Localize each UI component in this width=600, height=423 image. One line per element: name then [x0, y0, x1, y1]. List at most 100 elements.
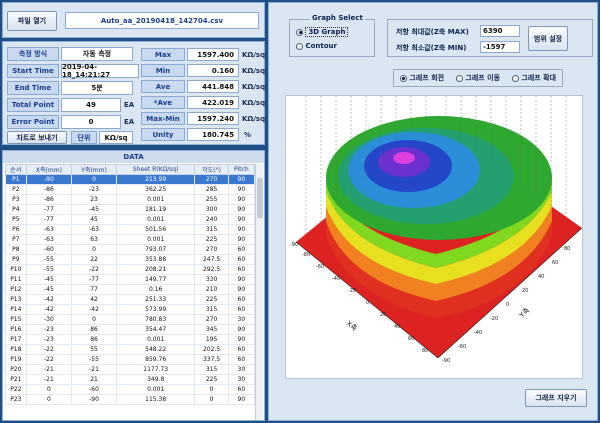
x-tick: 40 — [394, 324, 400, 330]
column-header[interactable]: 순서 — [5, 164, 27, 175]
set-range-button[interactable]: 범위 설정 — [528, 26, 568, 51]
table-cell: 90 — [227, 274, 255, 285]
mound-wall-lime — [326, 180, 552, 268]
table-cell: 23 — [71, 194, 117, 205]
table-cell: 548.22 — [115, 344, 196, 355]
x-tick: -80 — [302, 252, 310, 258]
stat-ave-label: Ave — [141, 80, 185, 93]
table-cell: 21 — [71, 374, 117, 385]
x-tick: 20 — [380, 312, 386, 318]
mode-move[interactable]: 그래프 이동 — [455, 73, 500, 83]
table-cell: 315 — [194, 304, 229, 315]
table-row[interactable]: P11 -45 -77 149.77 330 90 — [5, 274, 255, 285]
radio-contour[interactable]: Contour — [296, 42, 337, 50]
table-row[interactable]: P5 -77 45 0.001 240 90 — [5, 214, 255, 225]
graph-canvas[interactable]: X축 Y축 -90 -80 -60 -40 -20 0 20 40 60 80 … — [285, 95, 583, 379]
total-point-unit: EA — [124, 101, 135, 109]
table-scrollbar[interactable] — [255, 164, 263, 420]
table-row[interactable]: P8 -60 0 793.07 270 60 — [5, 244, 255, 255]
radio-3d-graph[interactable]: 3D Graph — [296, 27, 349, 37]
table-cell: 115.38 — [115, 394, 196, 405]
mode-rotate[interactable]: 그래프 회전 — [399, 73, 444, 83]
table-cell: 90 — [227, 184, 255, 195]
table-cell: P23 — [5, 394, 27, 405]
clear-graph-button[interactable]: 그래프 지우기 — [525, 389, 587, 407]
y-tick: 40 — [538, 274, 544, 280]
column-header[interactable]: Pitch — [227, 164, 255, 175]
table-row[interactable]: P21 -21 21 349.8 225 30 — [5, 374, 255, 385]
table-row[interactable]: P10 -55 -22 208.21 292.5 60 — [5, 264, 255, 275]
mound-top-magenta — [393, 152, 415, 164]
table-row[interactable]: P9 -55 22 353.88 247.5 60 — [5, 254, 255, 265]
table-cell: -77 — [25, 214, 73, 225]
table-cell: 337.5 — [194, 354, 229, 365]
table-cell: 213.99 — [115, 174, 196, 185]
table-row[interactable]: P14 -42 -42 573.99 315 60 — [5, 304, 255, 315]
start-time-value: 2019-04-18_14:21:27 — [61, 63, 139, 79]
table-cell: -63 — [71, 224, 117, 235]
mound-wall-red — [326, 221, 552, 318]
table-row[interactable]: P7 -63 63 0.001 225 90 — [5, 234, 255, 245]
table-row[interactable]: P23 0 -90 115.38 0 90 — [5, 394, 255, 405]
table-row[interactable]: P6 -63 -63 501.56 315 90 — [5, 224, 255, 235]
x-tick: -90 — [290, 242, 298, 248]
data-panel: DATA 순서 X축(mm) Y축(mm) Sheet R(KΩ/sq) 각도(°) Pi… — [2, 150, 265, 421]
column-header[interactable]: X축(mm) — [25, 164, 73, 175]
table-row[interactable]: P13 -42 42 251.33 225 60 — [5, 294, 255, 305]
table-row[interactable]: P12 -45 77 0.16 210 90 — [5, 284, 255, 295]
stat-max-label: Max — [141, 48, 185, 61]
table-cell: P22 — [5, 384, 27, 395]
table-row[interactable]: P15 -30 0 780.83 270 30 — [5, 314, 255, 325]
table-cell: 240 — [194, 214, 229, 225]
table-row[interactable]: P18 -22 55 548.22 202.5 60 — [5, 344, 255, 355]
data-table-wrap[interactable]: 순서 X축(mm) Y축(mm) Sheet R(KΩ/sq) 각도(°) Pitch P… — [5, 164, 255, 420]
table-cell: 90 — [227, 234, 255, 245]
table-cell: 90 — [227, 204, 255, 215]
table-cell: P8 — [5, 244, 27, 255]
table-row[interactable]: P1 -90 0 213.99 270 90 — [5, 174, 255, 185]
total-point-label: Total Point — [7, 98, 59, 112]
table-row[interactable]: P22 0 -60 0.001 0 60 — [5, 384, 255, 395]
data-title: DATA — [3, 151, 264, 163]
table-row[interactable]: P20 -21 -21 1177.73 315 30 — [5, 364, 255, 375]
filename-display: Auto_aa_20190418_142704.csv — [65, 12, 259, 29]
graph-select-title: Graph Select — [310, 14, 365, 22]
column-header[interactable]: Y축(mm) — [71, 164, 117, 175]
table-cell: 149.77 — [115, 274, 196, 285]
stat-ave-unit: KΩ/sq — [242, 83, 266, 91]
table-cell: 573.99 — [115, 304, 196, 315]
stats-box: Max 1597.400 KΩ/sq Min 0.160 KΩ/sq Ave 4… — [139, 45, 266, 143]
table-row[interactable]: P3 -86 23 0.001 255 90 — [5, 194, 255, 205]
y-tick: -20 — [490, 316, 498, 322]
table-row[interactable]: P19 -22 -55 859.76 337.5 60 — [5, 354, 255, 365]
method-value: 자동 측정 — [61, 47, 133, 61]
table-cell: 0 — [71, 314, 117, 325]
table-cell: -55 — [25, 264, 73, 275]
column-header[interactable]: 각도(°) — [194, 164, 229, 175]
table-row[interactable]: P4 -77 -45 181.19 300 90 — [5, 204, 255, 215]
range-min-input[interactable]: -1597 — [480, 41, 520, 53]
table-row[interactable]: P16 -23 86 354.47 345 90 — [5, 324, 255, 335]
table-cell: -60 — [71, 384, 117, 395]
range-max-input[interactable]: 6390 — [480, 25, 520, 37]
error-point-value: 0 — [61, 115, 121, 129]
send-to-chart-button[interactable]: 차트로 보내기 — [7, 131, 67, 144]
table-cell: 77 — [71, 284, 117, 295]
open-file-button[interactable]: 파일 열기 — [7, 11, 57, 31]
mode-zoom[interactable]: 그래프 확대 — [511, 73, 556, 83]
table-cell: -23 — [25, 324, 73, 335]
x-tick: 0 — [366, 300, 369, 306]
table-cell: 0 — [25, 394, 73, 405]
table-cell: 60 — [227, 344, 255, 355]
table-cell: 315 — [194, 224, 229, 235]
table-row[interactable]: P2 -86 -23 362.25 285 90 — [5, 184, 255, 195]
table-cell: 30 — [227, 364, 255, 375]
graph-select-group: Graph Select 3D Graph Contour — [289, 14, 375, 57]
scrollbar-thumb[interactable] — [257, 178, 263, 218]
table-cell: -55 — [25, 254, 73, 265]
table-cell: 1177.73 — [115, 364, 196, 375]
column-header[interactable]: Sheet R(KΩ/sq) — [115, 164, 196, 175]
table-cell: -77 — [71, 274, 117, 285]
table-cell: 859.76 — [115, 354, 196, 365]
table-row[interactable]: P17 -23 86 0.001 195 90 — [5, 334, 255, 345]
